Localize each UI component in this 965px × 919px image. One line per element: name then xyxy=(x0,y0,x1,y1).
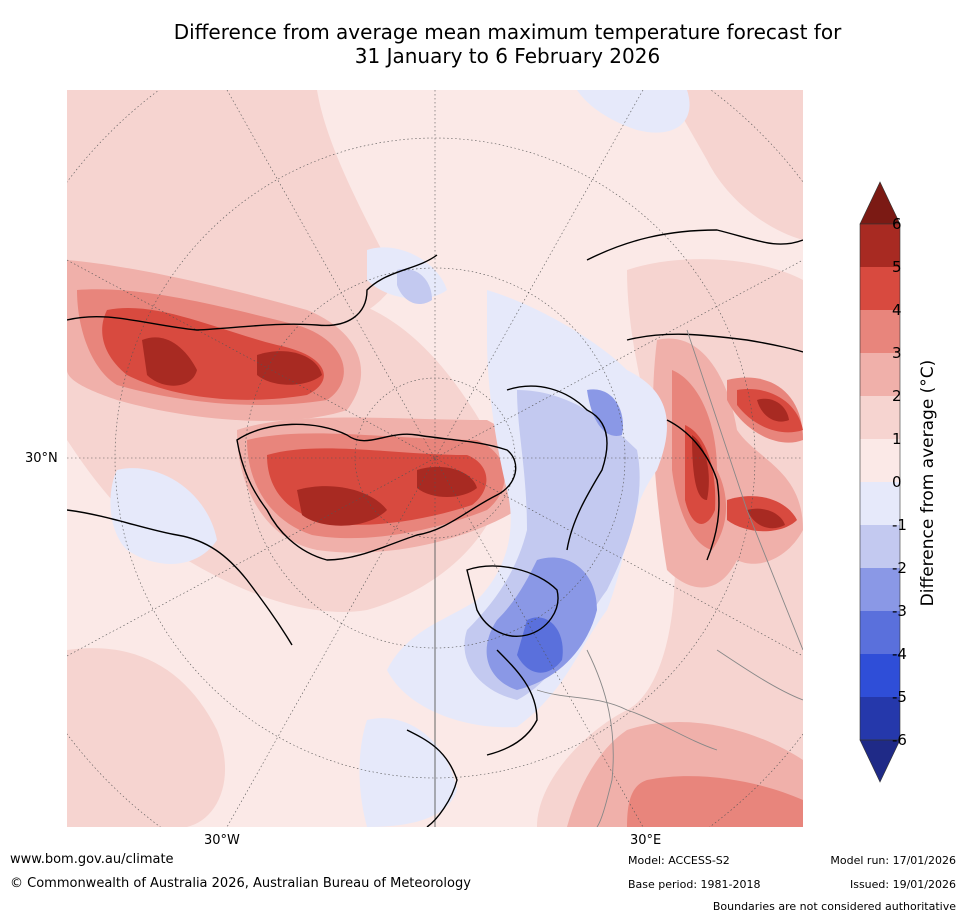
graticule xyxy=(67,90,803,827)
longitude-label-30w: 30°W xyxy=(204,833,240,848)
colorbar-band-0_1 xyxy=(860,439,900,482)
colorbar-band-m5_m4 xyxy=(860,654,900,697)
website-link[interactable]: www.bom.gov.au/climate xyxy=(10,852,174,867)
map-svg xyxy=(67,90,803,827)
colorbar-label-text: Difference from average (°C) xyxy=(918,359,938,607)
colorbar-band-m6_m5 xyxy=(860,697,900,740)
title-line-2: 31 January to 6 February 2026 xyxy=(354,44,661,68)
latitude-label-30n: 30°N xyxy=(25,451,58,466)
colorbar-tick-label: -6 xyxy=(892,731,907,749)
forecast-map[interactable] xyxy=(67,90,803,827)
colorbar-tick-label: -1 xyxy=(892,516,907,534)
colorbar-tick-label: -3 xyxy=(892,602,907,620)
colorbar-tick-label: -5 xyxy=(892,688,907,706)
title-line-1: Difference from average mean maximum tem… xyxy=(173,20,842,44)
base-period: Base period: 1981-2018 xyxy=(628,878,761,891)
colorbar-band-1_2 xyxy=(860,396,900,439)
copyright: © Commonwealth of Australia 2026, Austra… xyxy=(10,876,471,891)
country-borders xyxy=(536,329,803,827)
colorbar-tick-label: 4 xyxy=(892,301,902,319)
colorbar-tick-label: 0 xyxy=(892,473,902,491)
colorbar-tick-label: -4 xyxy=(892,645,907,663)
colorbar-tick-label: 5 xyxy=(892,258,902,276)
model-run: Model run: 17/01/2026 xyxy=(830,854,956,867)
colorbar-tick-label: 1 xyxy=(892,430,902,448)
colorbar xyxy=(859,181,901,783)
colorbar-band-2_3 xyxy=(860,353,900,396)
colorbar-band-m2_m1 xyxy=(860,525,900,568)
colorbar-band-5_6 xyxy=(860,224,900,267)
colorbar-band-3_4 xyxy=(860,310,900,353)
colorbar-band-m3_m2 xyxy=(860,568,900,611)
model-name: Model: ACCESS-S2 xyxy=(628,854,730,867)
colorbar-tick-label: 6 xyxy=(892,215,902,233)
longitude-label-30e: 30°E xyxy=(630,833,662,848)
colorbar-band-m1_0 xyxy=(860,482,900,525)
anomaly-m4-m3 xyxy=(517,617,563,673)
colorbar-band-m4_m3 xyxy=(860,611,900,654)
coastlines xyxy=(67,229,803,827)
anomaly-5-6 xyxy=(142,337,789,529)
issued-date: Issued: 19/01/2026 xyxy=(849,878,956,891)
colorbar-band-4_5 xyxy=(860,267,900,310)
colorbar-bands xyxy=(859,181,901,783)
colorbar-outline xyxy=(859,223,901,741)
chart-title: Difference from average mean maximum tem… xyxy=(60,20,955,68)
colorbar-tick-label: 3 xyxy=(892,344,902,362)
disclaimer: Boundaries are not considered authoritat… xyxy=(712,900,956,913)
colorbar-tick-label: 2 xyxy=(892,387,902,405)
colorbar-tick-label: -2 xyxy=(892,559,907,577)
